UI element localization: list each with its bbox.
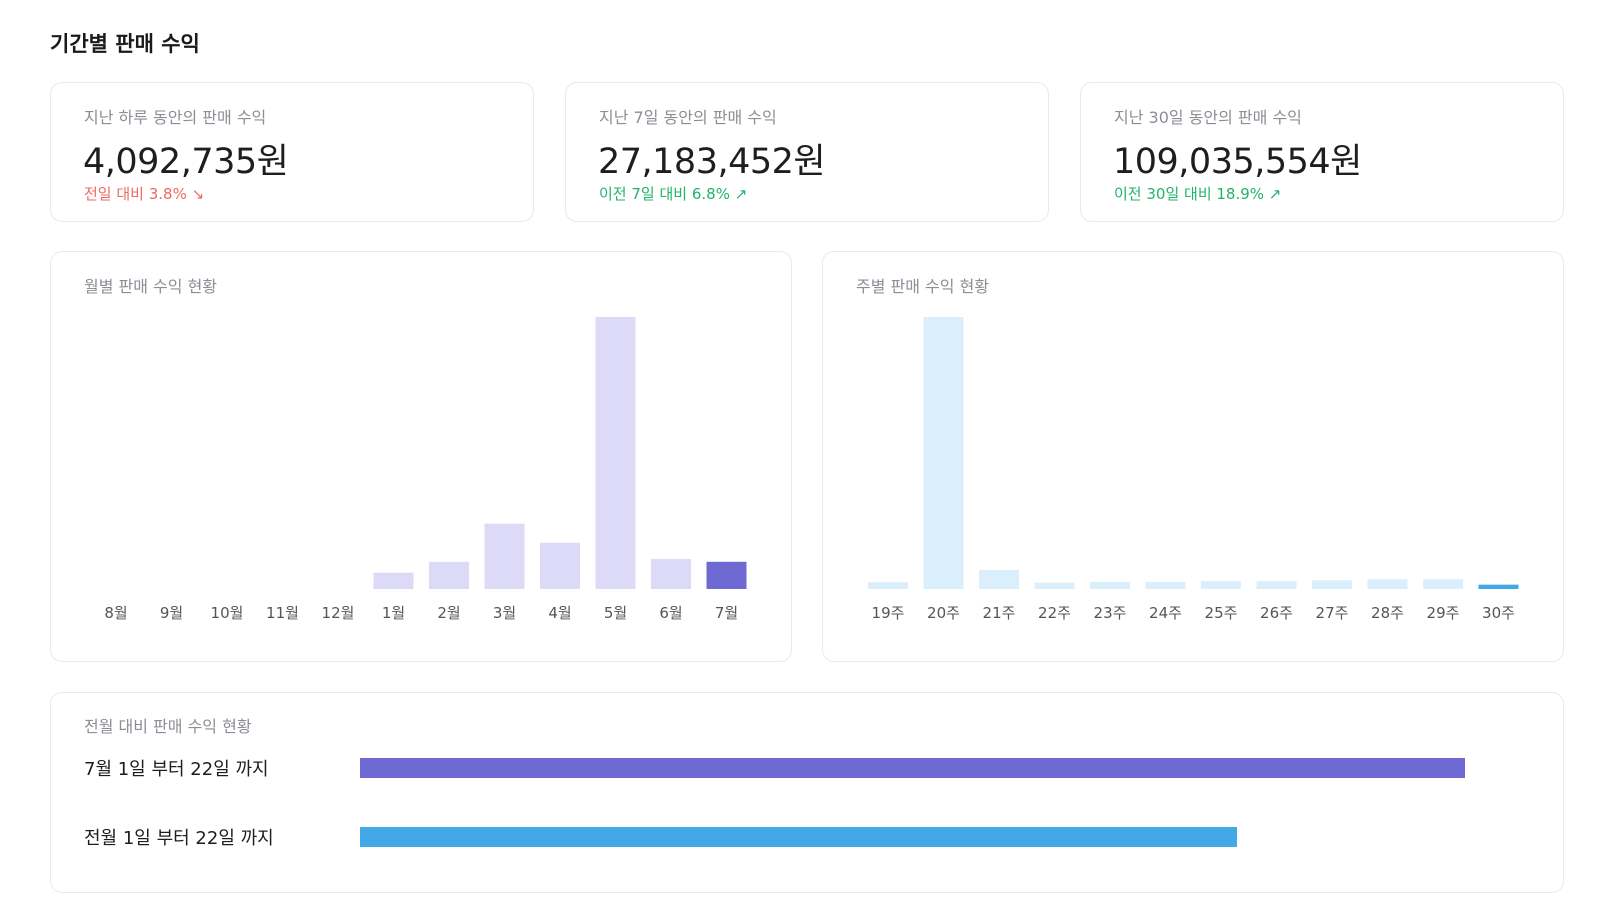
stat-card-daily: 지난 하루 동안의 판매 수익 4,092,735원 전일 대비 3.8% ↘ [50, 82, 534, 222]
stat-label: 지난 하루 동안의 판매 수익 [84, 108, 267, 127]
tick-label: 12월 [322, 604, 355, 622]
tick-label: 28주 [1371, 604, 1404, 622]
stat-label: 지난 30일 동안의 판매 수익 [1114, 108, 1302, 127]
tick-label: 5월 [604, 604, 627, 622]
tick-label: 9월 [160, 604, 183, 622]
bar-21주 [979, 569, 1019, 589]
stat-card-weekly: 지난 7일 동안의 판매 수익 27,183,452원 이전 7일 대비 6.8… [565, 82, 1049, 222]
bar-5월 [595, 317, 636, 589]
bar-24주 [1145, 581, 1186, 589]
tick-label: 27주 [1316, 604, 1349, 622]
tick-label: 7월 [715, 604, 738, 622]
bar-6월 [651, 559, 691, 589]
tick-label: 21주 [983, 604, 1016, 622]
tick-label: 24주 [1149, 604, 1182, 622]
bar-27주 [1312, 580, 1352, 589]
bar-20주 [923, 317, 964, 589]
stat-card-monthly: 지난 30일 동안의 판매 수익 109,035,554원 이전 30일 대비 … [1080, 82, 1564, 222]
tick-label: 23주 [1094, 604, 1127, 622]
compare-track-previous [360, 827, 1465, 847]
bar-7월 [706, 561, 747, 589]
bar-23주 [1090, 581, 1130, 589]
tick-label: 22주 [1038, 604, 1071, 622]
tick-label: 1월 [382, 604, 405, 622]
tick-label: 6월 [659, 604, 682, 622]
tick-label: 11월 [266, 604, 299, 622]
tick-label: 8월 [104, 604, 127, 622]
bar-30주 [1478, 584, 1519, 589]
stat-change: 이전 7일 대비 6.8% ↗ [599, 185, 748, 203]
chart-title: 월별 판매 수익 현황 [84, 277, 218, 296]
page-title: 기간별 판매 수익 [50, 32, 200, 56]
tick-label: 29주 [1427, 604, 1460, 622]
month-comparison-card: 전월 대비 판매 수익 현황 7월 1일 부터 22일 까지 전월 1일 부터 … [50, 692, 1564, 893]
tick-label: 2월 [437, 604, 460, 622]
compare-bar-current [360, 758, 1465, 778]
stat-label: 지난 7일 동안의 판매 수익 [599, 108, 777, 127]
bar-1월 [373, 572, 414, 589]
monthly-chart-svg: 8월 9월 10월 11월 12월 1월 2월 3월 4월 5월 6월 7월 [104, 317, 747, 622]
bar-22주 [1034, 582, 1075, 589]
weekly-revenue-chart: 주별 판매 수익 현황 19주 20주 21주 22주 23주 24주 25주 26주 27주 2… [822, 251, 1564, 662]
compare-track-current [360, 758, 1465, 778]
stat-value: 4,092,735원 [83, 142, 289, 182]
compare-label-current: 7월 1일 부터 22일 까지 [84, 759, 269, 780]
chart-title: 주별 판매 수익 현황 [856, 277, 990, 296]
monthly-revenue-chart: 월별 판매 수익 현황 8월 9월 10월 11월 12월 1월 2월 3월 4월 5월 6월 7월 [50, 251, 792, 662]
bar-19주 [868, 582, 908, 589]
tick-label: 25주 [1205, 604, 1238, 622]
weekly-chart-svg: 19주 20주 21주 22주 23주 24주 25주 26주 27주 28주 29주 30주 [868, 317, 1519, 622]
tick-label: 10월 [211, 604, 244, 622]
bar-28주 [1367, 579, 1408, 589]
bar-2월 [429, 561, 469, 589]
tick-label: 19주 [872, 604, 905, 622]
tick-label: 30주 [1482, 604, 1515, 622]
bar-29주 [1423, 579, 1463, 589]
tick-label: 4월 [548, 604, 571, 622]
bar-25주 [1201, 581, 1241, 589]
bar-3월 [484, 523, 525, 589]
tick-label: 26주 [1260, 604, 1293, 622]
bar-4월 [540, 542, 580, 589]
tick-label: 20주 [927, 604, 960, 622]
tick-label: 3월 [493, 604, 516, 622]
compare-label-previous: 전월 1일 부터 22일 까지 [84, 828, 274, 849]
bar-26주 [1256, 581, 1297, 589]
stat-value: 27,183,452원 [598, 142, 826, 182]
stat-change: 전일 대비 3.8% ↘ [84, 185, 205, 203]
stat-value: 109,035,554원 [1113, 142, 1362, 182]
chart-title: 전월 대비 판매 수익 현황 [84, 717, 252, 736]
compare-bar-previous [360, 827, 1238, 847]
stat-change: 이전 30일 대비 18.9% ↗ [1114, 185, 1282, 203]
